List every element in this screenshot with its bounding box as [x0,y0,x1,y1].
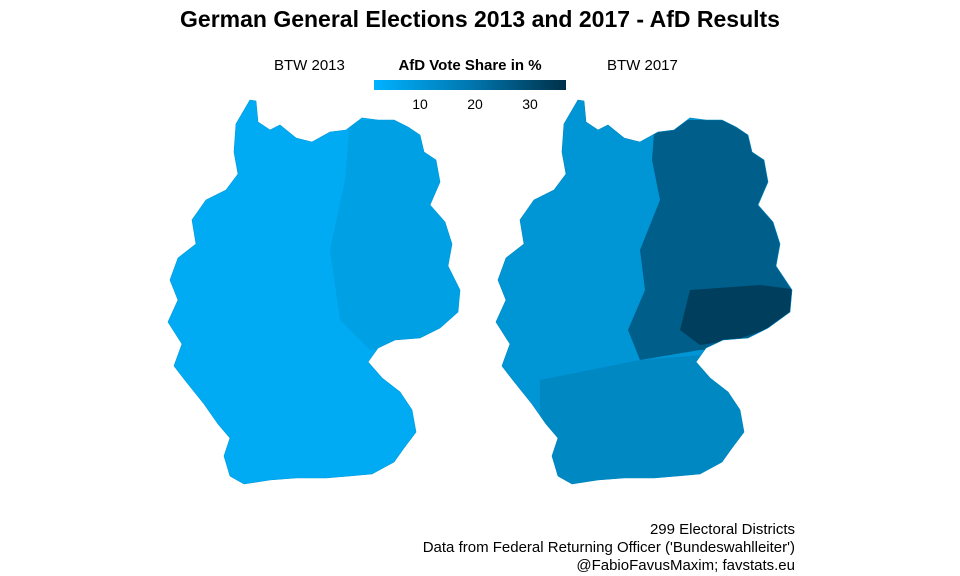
facet-label-2013: BTW 2013 [274,57,345,74]
legend-label-30: 30 [522,96,538,112]
caption: 299 Electoral Districts Data from Federa… [423,521,795,575]
region-saxony-2017 [680,285,792,345]
legend-tick-10 [420,90,421,93]
map-btw-2017 [495,99,793,485]
chart-title: German General Elections 2013 and 2017 -… [180,6,780,32]
map-btw-2013 [167,99,461,485]
caption-line-3: @FabioFavusMaxim; favstats.eu [576,557,795,574]
legend-tick-20 [475,90,476,93]
caption-line-2: Data from Federal Returning Officer ('Bu… [422,539,795,556]
region-east-2013 [330,120,460,350]
legend-title: AfD Vote Share in % [398,57,542,74]
legend-label-10: 10 [412,96,428,112]
facet-label-2017: BTW 2017 [607,57,678,74]
legend-label-20: 20 [467,96,483,112]
caption-line-1: 299 Electoral Districts [649,521,795,538]
region-south-2017 [540,355,750,484]
legend-gradient [374,80,566,90]
legend-tick-30 [530,90,531,93]
